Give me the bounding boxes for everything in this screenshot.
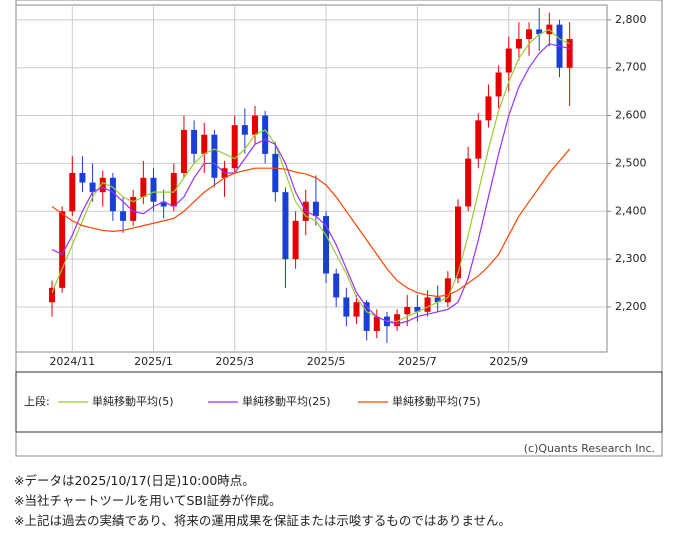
candle-body bbox=[505, 48, 512, 73]
note: ※上記は過去の実績であり、将来の運用成果を保証または示唆するものではありません。 bbox=[14, 513, 511, 528]
candle-body bbox=[536, 29, 543, 35]
legend-label: 単純移動平均(5) bbox=[92, 394, 174, 408]
y-tick-label: 2,400 bbox=[615, 204, 647, 217]
candle-body bbox=[312, 201, 319, 217]
candle-body bbox=[272, 153, 279, 193]
candle-body bbox=[515, 38, 522, 49]
candle-body bbox=[130, 196, 137, 221]
legend-box bbox=[15, 371, 663, 433]
x-tick-label: 2025/3 bbox=[215, 355, 254, 368]
candle-body bbox=[79, 172, 86, 183]
candle-body bbox=[353, 302, 360, 317]
candle-body bbox=[282, 192, 289, 260]
candle-body bbox=[89, 182, 96, 193]
candle-body bbox=[160, 201, 167, 207]
y-tick-label: 2,600 bbox=[615, 109, 647, 122]
candle-body bbox=[323, 216, 330, 274]
legend-prefix: 上段: bbox=[24, 394, 50, 408]
candle-body bbox=[475, 120, 482, 159]
candle-body bbox=[49, 287, 55, 303]
candle-body bbox=[292, 220, 299, 260]
chart: 上段: (c)Quants Research Inc. 2,200 2,300 2,… bbox=[15, 0, 663, 457]
candle-body bbox=[455, 206, 461, 279]
candle-body bbox=[59, 211, 66, 288]
y-tick-label: 2,500 bbox=[615, 156, 647, 169]
candle-body bbox=[109, 177, 116, 212]
candle-body bbox=[99, 177, 106, 193]
legend-label: 単純移動平均(75) bbox=[392, 394, 481, 408]
candle-body bbox=[231, 125, 238, 169]
candle-body bbox=[211, 134, 218, 178]
candle-body bbox=[120, 211, 127, 221]
candle-body bbox=[373, 316, 380, 331]
y-tick-label: 2,200 bbox=[615, 300, 647, 313]
candle-body bbox=[566, 38, 573, 68]
y-tick-label: 2,700 bbox=[615, 61, 647, 74]
candle-body bbox=[526, 29, 533, 39]
candle-body bbox=[191, 129, 198, 154]
candle-body bbox=[495, 72, 502, 97]
candle-body bbox=[444, 278, 451, 303]
candle-body bbox=[363, 302, 370, 331]
ma-line bbox=[51, 148, 571, 298]
legend-label: 単純移動平均(25) bbox=[242, 394, 331, 408]
candle-body bbox=[343, 297, 350, 317]
candle-body bbox=[424, 297, 431, 312]
candle-body bbox=[404, 307, 411, 315]
x-tick-label: 2025/5 bbox=[307, 355, 346, 368]
candle-body bbox=[150, 177, 157, 202]
x-tick-label: 2025/7 bbox=[398, 355, 437, 368]
note: ※当社チャートツールを用いてSBI証券が作成。 bbox=[14, 493, 282, 508]
candle-body bbox=[180, 129, 187, 173]
candle-body bbox=[333, 273, 340, 298]
candle-body bbox=[414, 307, 421, 312]
candle-body bbox=[241, 125, 248, 135]
x-tick-label: 2025/9 bbox=[489, 355, 528, 368]
y-tick-label: 2,800 bbox=[615, 13, 647, 26]
ma-line bbox=[51, 28, 570, 322]
candle-body bbox=[170, 172, 177, 207]
candle-body bbox=[485, 96, 492, 121]
candle-body bbox=[140, 177, 147, 197]
ma-line bbox=[51, 43, 570, 325]
candle-body bbox=[262, 115, 269, 154]
x-tick-label: 2025/1 bbox=[134, 355, 173, 368]
candle-body bbox=[201, 134, 208, 154]
x-tick-label: 2024/11 bbox=[49, 355, 95, 368]
candle-body bbox=[69, 172, 76, 212]
candle-body bbox=[252, 115, 258, 135]
note: ※データは2025/10/17(日足)10:00時点。 bbox=[14, 473, 255, 488]
y-tick-label: 2,300 bbox=[615, 252, 647, 265]
candle-body bbox=[465, 158, 472, 207]
candle-body bbox=[434, 297, 441, 303]
credit: (c)Quants Research Inc. bbox=[524, 442, 655, 455]
candle-body bbox=[394, 314, 401, 327]
